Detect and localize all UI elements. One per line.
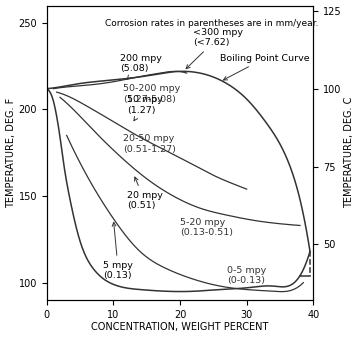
Text: 200 mpy
(5.08): 200 mpy (5.08)	[120, 54, 162, 79]
Text: Boiling Point Curve: Boiling Point Curve	[220, 54, 310, 80]
Text: 20 mpy
(0.51): 20 mpy (0.51)	[127, 177, 163, 210]
Text: <300 mpy
(<7.62): <300 mpy (<7.62)	[186, 28, 243, 69]
X-axis label: CONCENTRATION, WEIGHT PERCENT: CONCENTRATION, WEIGHT PERCENT	[91, 322, 269, 333]
Text: 20-50 mpy
(0.51-1.27): 20-50 mpy (0.51-1.27)	[123, 135, 176, 154]
Text: 50-200 mpy
(1.27-5.08): 50-200 mpy (1.27-5.08)	[123, 84, 181, 103]
Y-axis label: TEMPERATURE, DEG. C: TEMPERATURE, DEG. C	[345, 97, 355, 209]
Text: 50 mpy
(1.27): 50 mpy (1.27)	[127, 95, 163, 121]
Y-axis label: TEMPERATURE, DEG. F: TEMPERATURE, DEG. F	[5, 98, 15, 208]
Text: Corrosion rates in parentheses are in mm/year.: Corrosion rates in parentheses are in mm…	[105, 19, 319, 28]
Text: 5-20 mpy
(0.13-0.51): 5-20 mpy (0.13-0.51)	[180, 218, 233, 237]
Text: 5 mpy
(0.13): 5 mpy (0.13)	[103, 222, 133, 280]
Text: 0-5 mpy
(0-0.13): 0-5 mpy (0-0.13)	[227, 266, 266, 285]
